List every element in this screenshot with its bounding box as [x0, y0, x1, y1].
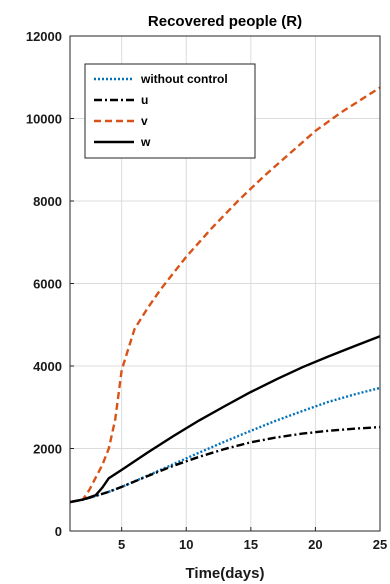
chart-title: Recovered people (R) — [148, 13, 302, 30]
y-tick-label: 10000 — [26, 112, 62, 127]
x-tick-label: 15 — [244, 537, 258, 552]
legend-entry: u — [141, 93, 148, 107]
legend-entry: without control — [140, 72, 228, 86]
x-tick-label: 20 — [308, 537, 322, 552]
x-ticks: 5 10 15 20 25 — [118, 527, 387, 552]
series-line-2 — [69, 425, 381, 504]
y-tick-label: 6000 — [33, 277, 62, 292]
series-line-4 — [69, 335, 381, 504]
x-axis-label: Time(days) — [186, 565, 265, 582]
y-tick-label: 4000 — [33, 359, 62, 374]
x-tick-label: 5 — [118, 537, 125, 552]
y-tick-label: 12000 — [26, 29, 62, 44]
series-line-3 — [69, 86, 381, 504]
y-tick-label: 0 — [55, 524, 62, 539]
legend-entry: w — [140, 135, 151, 149]
y-ticks: 0 2000 4000 6000 8000 10000 12000 — [26, 29, 74, 539]
series-layer — [69, 86, 381, 504]
y-tick-label: 2000 — [33, 442, 62, 457]
x-tick-label: 25 — [373, 537, 387, 552]
x-tick-label: 10 — [179, 537, 193, 552]
legend-entry: v — [141, 114, 148, 128]
legend: without control uvw — [84, 63, 256, 159]
series-line-1 — [69, 386, 381, 504]
y-tick-label: 8000 — [33, 194, 62, 209]
